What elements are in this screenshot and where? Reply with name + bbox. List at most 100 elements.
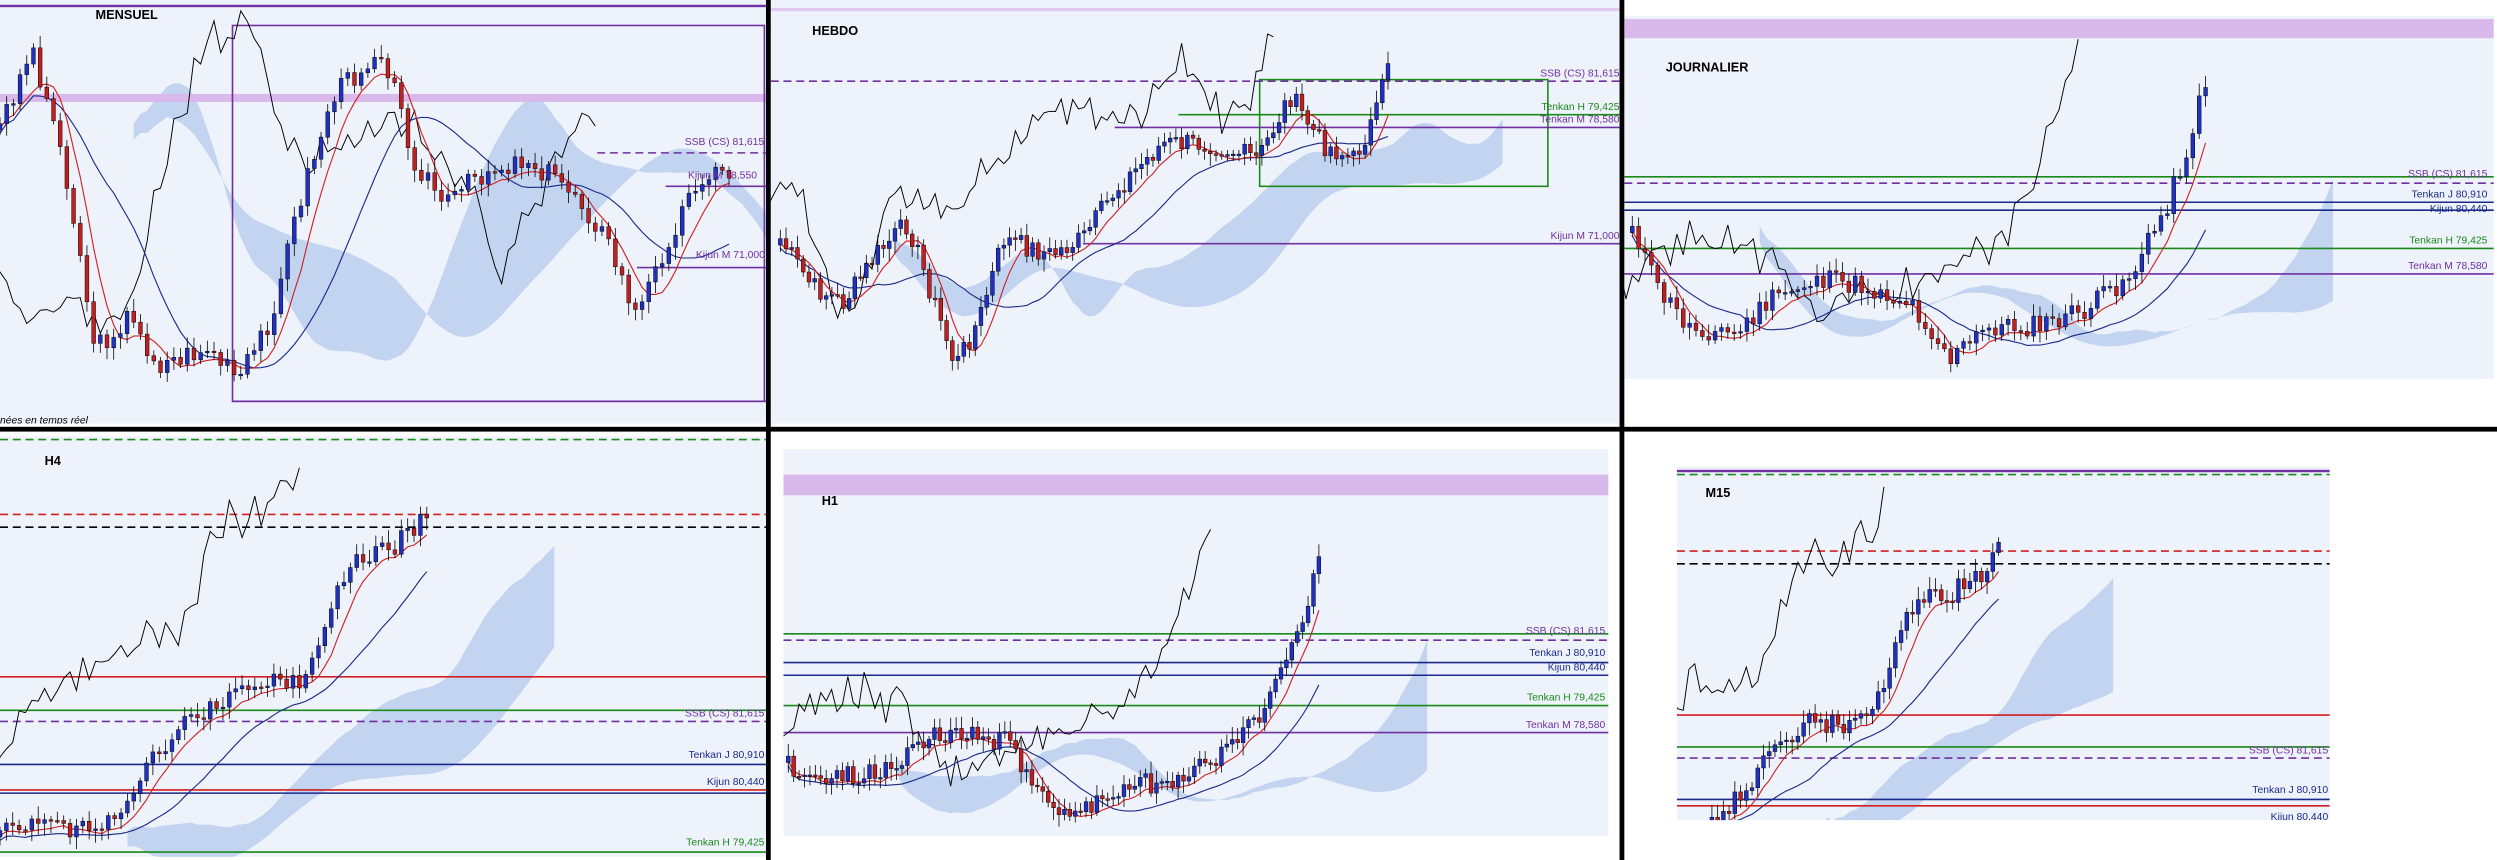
candle xyxy=(373,546,378,563)
candle xyxy=(305,168,310,207)
candle xyxy=(284,678,289,689)
candle xyxy=(1681,308,1686,328)
candle xyxy=(246,685,251,690)
candle xyxy=(4,104,9,124)
level-label: Tenkan M 78,580 xyxy=(1540,115,1620,126)
candle xyxy=(439,190,444,202)
candle xyxy=(220,706,226,709)
candle xyxy=(1732,331,1737,334)
candle xyxy=(1835,714,1841,725)
candle xyxy=(1357,150,1362,155)
candle xyxy=(1790,739,1795,743)
level-label: Tenkan H 79,425 xyxy=(1541,102,1619,113)
candle xyxy=(1864,713,1869,716)
candle xyxy=(1693,322,1699,331)
candle xyxy=(285,243,290,280)
candle xyxy=(1916,300,1922,323)
candle xyxy=(959,728,964,740)
candle xyxy=(1812,713,1818,723)
candle xyxy=(1380,79,1385,104)
candle xyxy=(1299,93,1305,111)
candle xyxy=(419,169,424,181)
candle xyxy=(169,739,175,752)
candle xyxy=(1738,331,1743,334)
candle xyxy=(519,156,524,168)
candle xyxy=(104,334,110,349)
candle xyxy=(118,812,124,819)
candle xyxy=(1807,713,1812,724)
divider xyxy=(0,426,2497,432)
candle xyxy=(1251,717,1257,720)
band xyxy=(1624,19,2494,39)
candle xyxy=(1996,541,2001,553)
candle xyxy=(1165,781,1170,784)
candle xyxy=(144,762,149,782)
candle xyxy=(1818,719,1823,723)
candle xyxy=(67,823,73,838)
candle xyxy=(1175,774,1181,788)
candle xyxy=(2037,315,2043,332)
candle xyxy=(292,216,297,245)
tenkan-line xyxy=(0,73,730,369)
candle xyxy=(1870,709,1875,716)
candle xyxy=(31,47,36,65)
candle xyxy=(1196,137,1201,150)
level-label: Tenkan M 78,580 xyxy=(2408,261,2488,272)
candle xyxy=(1305,110,1310,125)
candle xyxy=(425,172,431,181)
chikou-line xyxy=(770,33,1274,320)
candle xyxy=(573,191,578,195)
band xyxy=(1676,469,2330,473)
candle xyxy=(84,255,90,303)
candle xyxy=(171,357,177,361)
candle xyxy=(99,828,105,831)
candle xyxy=(1121,784,1127,797)
kijun-line xyxy=(0,95,730,369)
candle xyxy=(1168,137,1173,143)
candle xyxy=(1923,322,1928,329)
candle xyxy=(1821,275,1826,288)
candle xyxy=(1897,300,1902,304)
level-label: Tenkan H 79,425 xyxy=(686,838,764,849)
candle xyxy=(921,244,926,270)
candle xyxy=(2171,176,2176,214)
candle xyxy=(1219,154,1224,157)
candle xyxy=(938,297,943,321)
candle xyxy=(606,226,611,240)
candle xyxy=(322,627,328,646)
candle xyxy=(1040,786,1045,792)
candle xyxy=(1278,667,1284,680)
candle xyxy=(1979,571,1984,583)
candle xyxy=(1830,714,1835,733)
candle xyxy=(1282,100,1287,123)
candle xyxy=(666,247,671,264)
candle xyxy=(1154,782,1159,794)
candle xyxy=(2063,313,2068,328)
candle xyxy=(1840,272,1845,282)
candle xyxy=(1334,146,1339,160)
candle xyxy=(1362,144,1368,155)
candle xyxy=(899,765,905,769)
candle xyxy=(791,755,796,777)
candle xyxy=(1374,102,1379,120)
candle xyxy=(1980,329,1985,332)
candle xyxy=(91,301,96,344)
candle xyxy=(646,281,651,303)
candle xyxy=(845,766,850,781)
candle xyxy=(399,530,404,555)
candle xyxy=(964,738,970,741)
candle xyxy=(975,726,980,740)
candle xyxy=(2012,319,2017,331)
candle xyxy=(1208,762,1213,765)
candle xyxy=(905,747,910,766)
level-label: Kijun 80,440 xyxy=(2271,812,2329,823)
candle xyxy=(1824,719,1829,733)
candle xyxy=(1159,781,1165,784)
candle xyxy=(1089,801,1094,813)
candle xyxy=(298,205,304,218)
candle xyxy=(309,657,315,675)
candle xyxy=(2126,278,2132,281)
candle xyxy=(926,739,932,749)
candle xyxy=(71,188,76,224)
candle xyxy=(1246,719,1251,728)
